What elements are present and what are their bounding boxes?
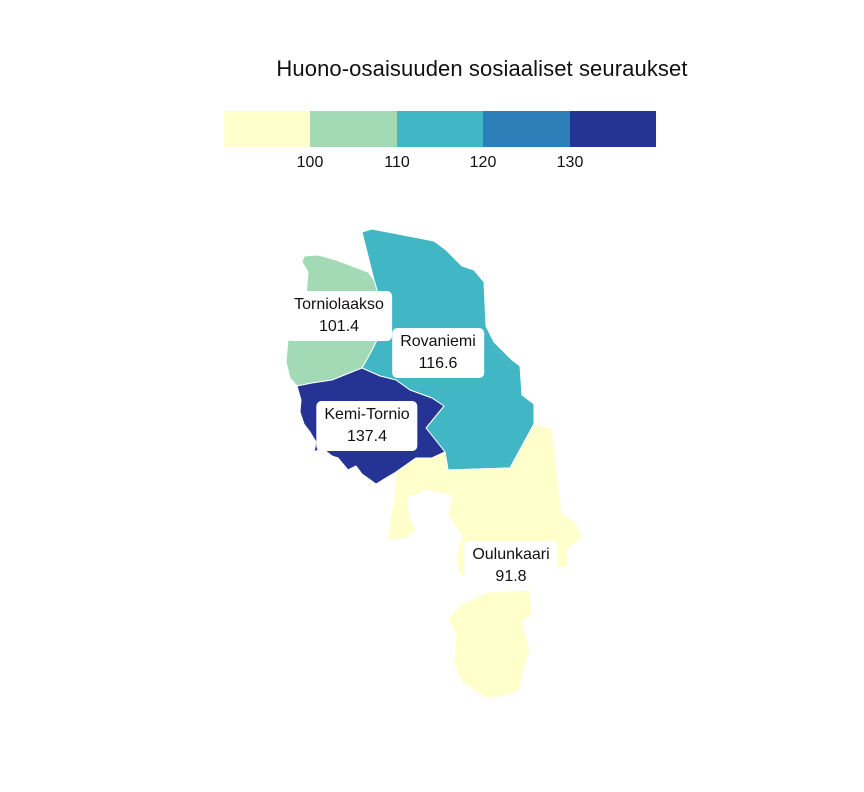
legend-tick-110: 110 xyxy=(384,154,410,171)
region-value: 91.8 xyxy=(495,568,527,585)
legend-swatch-3 xyxy=(396,111,484,147)
legend-swatch-2 xyxy=(310,111,397,147)
region-label-tornionlaakso: Torniolaakso 101.4 xyxy=(286,291,392,341)
region-label-kemi-tornio: Kemi-Tornio 137.4 xyxy=(316,401,418,451)
legend-tick-100: 100 xyxy=(296,154,324,171)
color-legend xyxy=(224,111,657,147)
region-value: 101.4 xyxy=(318,318,360,335)
region-oulunkaari-south[interactable] xyxy=(447,589,533,699)
legend-ticks: 100 110 120 130 xyxy=(224,154,656,174)
legend-swatch-4 xyxy=(483,111,570,147)
region-value: 116.6 xyxy=(418,355,458,372)
region-name: Kemi-Tornio xyxy=(324,406,410,423)
region-name: Oulunkaari xyxy=(472,546,550,563)
region-label-rovaniemi: Rovaniemi 116.6 xyxy=(392,328,484,378)
region-name: Rovaniemi xyxy=(400,333,476,350)
map-title: Huono-osaisuuden sosiaaliset seuraukset xyxy=(276,56,688,81)
region-value: 137.4 xyxy=(346,428,388,445)
legend-swatch-5 xyxy=(569,111,657,147)
legend-tick-120: 120 xyxy=(469,154,497,171)
legend-swatch-1 xyxy=(224,111,311,147)
region-name: Torniolaakso xyxy=(294,296,384,313)
legend-tick-130: 130 xyxy=(556,154,584,171)
region-label-oulunkaari: Oulunkaari 91.8 xyxy=(464,541,558,591)
